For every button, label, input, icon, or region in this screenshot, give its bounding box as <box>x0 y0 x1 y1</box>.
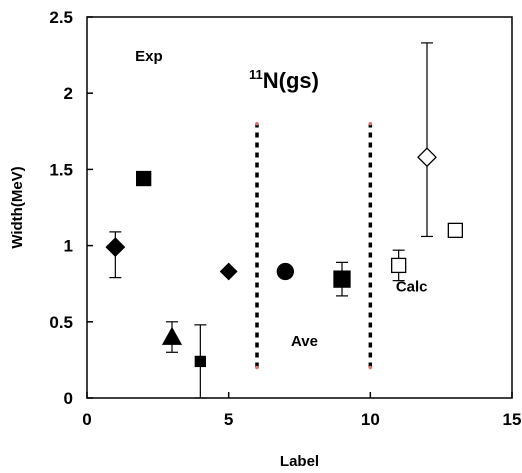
data-point-square <box>447 222 463 239</box>
x-axis-label: Label <box>280 453 319 470</box>
y-tick-label: 2 <box>64 84 73 103</box>
data-point-triangle <box>161 326 183 345</box>
y-tick-label: 2.5 <box>49 8 73 27</box>
data-point-circle <box>276 262 294 281</box>
y-tick-label: 1.5 <box>49 160 73 179</box>
chart-title-superscript: 11 <box>249 67 263 82</box>
data-point-diamond <box>105 237 126 258</box>
x-tick-label: 15 <box>503 410 522 429</box>
data-point-square <box>333 270 351 288</box>
y-tick-label: 1 <box>64 237 73 256</box>
data-point-diamond <box>417 147 437 168</box>
annotation-calc: Calc <box>396 278 428 295</box>
x-tick-label: 10 <box>361 410 380 429</box>
y-tick-label: 0.5 <box>49 313 73 332</box>
plot-frame <box>86 16 513 399</box>
y-tick-label: 0 <box>64 389 73 408</box>
chart-title-main: N(gs) <box>263 68 319 93</box>
divider-endpoint <box>255 121 259 126</box>
chart-title: 11N(gs) <box>249 67 319 93</box>
x-tick-label: 0 <box>82 410 91 429</box>
x-tick-label: 5 <box>224 410 233 429</box>
data-point-square <box>391 257 407 274</box>
divider-endpoint <box>368 121 373 126</box>
annotation-exp: Exp <box>135 48 163 65</box>
y-axis-label: Width(MeV) <box>9 166 26 248</box>
annotation-ave: Ave <box>291 333 318 350</box>
data-point-diamond <box>219 262 238 281</box>
data-point-square <box>194 355 206 368</box>
divider-endpoint <box>255 365 259 370</box>
data-point-square <box>136 170 152 187</box>
divider-endpoint <box>368 365 373 370</box>
